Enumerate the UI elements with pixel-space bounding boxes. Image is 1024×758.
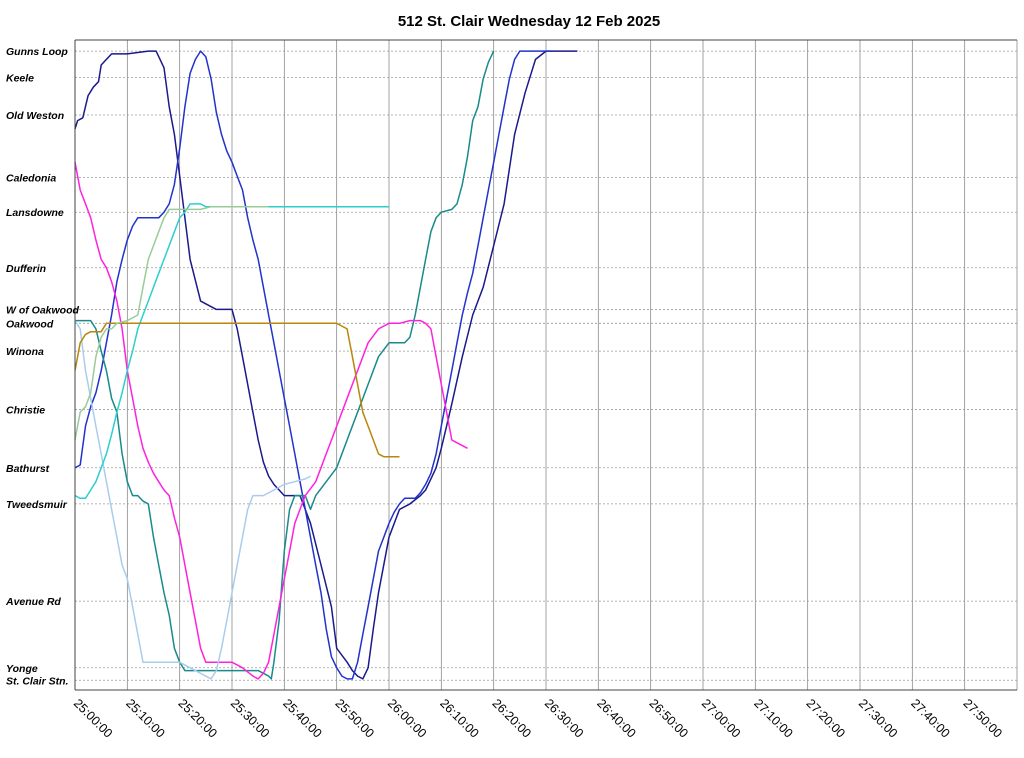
stop-label: Old Weston: [6, 110, 64, 122]
x-tick-label: 27:20:00: [804, 696, 848, 740]
x-tick-label: 25:50:00: [333, 696, 377, 740]
x-tick-label: 27:10:00: [751, 696, 795, 740]
series-line: [74, 50, 578, 680]
stop-label: Dufferin: [6, 263, 46, 275]
grid: [74, 40, 1018, 690]
series-line: [74, 322, 400, 458]
x-tick-label: 27:40:00: [908, 696, 952, 740]
chart-title: 512 St. Clair Wednesday 12 Feb 2025: [398, 13, 660, 30]
stop-label: W of Oakwood: [6, 304, 79, 316]
stop-label: St. Clair Stn.: [6, 675, 69, 687]
x-tick-label: 25:40:00: [280, 696, 324, 740]
series-line: [75, 50, 495, 680]
x-tick-label: 25:30:00: [228, 696, 272, 740]
x-tick-label: 26:00:00: [385, 696, 429, 740]
stop-label: Lansdowne: [6, 207, 64, 219]
stop-label: Keele: [6, 73, 34, 85]
series-line: [74, 320, 311, 680]
x-tick-label: 25:10:00: [123, 696, 167, 740]
x-tick-label: 27:50:00: [961, 696, 1005, 740]
labels: 25:00:00 25:10:00 25:20:00 25:30:00 25:40:00…: [5, 46, 1005, 740]
series-line: [74, 50, 552, 680]
x-tick-label: 27:00:00: [699, 696, 743, 740]
stop-label: Tweedsmuir: [6, 499, 68, 511]
stop-label: Gunns Loop: [6, 46, 68, 58]
stop-label: Oakwood: [6, 318, 54, 330]
series-line: [74, 205, 269, 441]
stop-label: Christie: [6, 404, 45, 416]
stop-label: Winona: [6, 346, 44, 358]
x-tick-label: 27:30:00: [856, 696, 900, 740]
x-tick-label: 25:00:00: [71, 696, 115, 740]
axes: [74, 39, 1017, 691]
x-tick-label: 26:20:00: [490, 696, 534, 740]
stop-label: Caledonia: [6, 173, 56, 185]
x-tick-label: 26:50:00: [647, 696, 691, 740]
stop-label: Bathurst: [6, 463, 50, 475]
stop-label: Avenue Rd: [5, 596, 61, 608]
x-tick-label: 26:30:00: [542, 696, 586, 740]
stop-label: Yonge: [6, 663, 38, 675]
x-tick-label: 26:10:00: [437, 696, 481, 740]
x-tick-label: 25:20:00: [176, 696, 220, 740]
series-group: [74, 50, 578, 680]
x-tick-label: 26:40:00: [594, 696, 638, 740]
